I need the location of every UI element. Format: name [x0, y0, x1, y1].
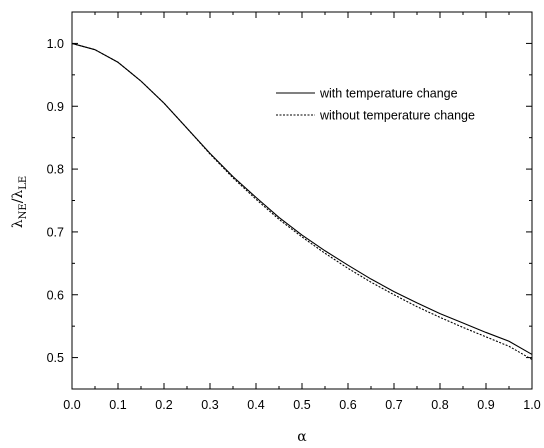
plot-frame — [71, 11, 533, 390]
legend-label-2: without temperature change — [319, 109, 475, 123]
legend-label-1: with temperature change — [319, 87, 458, 101]
series-line-1 — [71, 42, 533, 355]
x-tick-label: 0.8 — [431, 398, 448, 412]
y-axis-label-sub-le: LE — [18, 176, 29, 190]
y-tick-label: 0.9 — [47, 100, 64, 114]
series-lines — [71, 42, 533, 360]
x-tick-label: 0.3 — [201, 398, 218, 412]
x-tick-label: 0.6 — [339, 398, 356, 412]
y-axis-label-sub-ne: NE — [18, 203, 29, 219]
x-tick-label: 0.1 — [109, 398, 126, 412]
x-tick-label: 0.2 — [155, 398, 172, 412]
x-tick-label: 1.0 — [523, 398, 540, 412]
y-tick-label: 0.7 — [47, 225, 64, 239]
x-tick-label: 0.5 — [293, 398, 310, 412]
y-axis-label: λNE/λLE — [10, 176, 29, 228]
x-tick-label: 0.7 — [385, 398, 402, 412]
legend: with temperature change without temperatu… — [276, 87, 475, 123]
y-axis-label-base: λ — [10, 219, 26, 228]
x-axis-label: α — [297, 429, 307, 445]
x-tick-label: 0.9 — [477, 398, 494, 412]
axis-ticks — [71, 11, 533, 390]
y-tick-labels: 0.5 0.6 0.7 0.8 0.9 1.0 — [47, 37, 64, 365]
x-tick-label: 0.4 — [247, 398, 264, 412]
x-tick-labels: 0.0 0.1 0.2 0.3 0.4 0.5 0.6 0.7 0.8 0.9 1.0 — [63, 398, 540, 412]
plot-area-border — [71, 11, 533, 390]
y-tick-label: 0.8 — [47, 163, 64, 177]
y-tick-label: 1.0 — [47, 37, 64, 51]
y-tick-label: 0.5 — [47, 351, 64, 365]
y-axis-label-mid: /λ — [10, 190, 26, 204]
x-tick-label: 0.0 — [63, 398, 80, 412]
series-line-2 — [71, 42, 533, 360]
y-tick-label: 0.6 — [47, 288, 64, 302]
